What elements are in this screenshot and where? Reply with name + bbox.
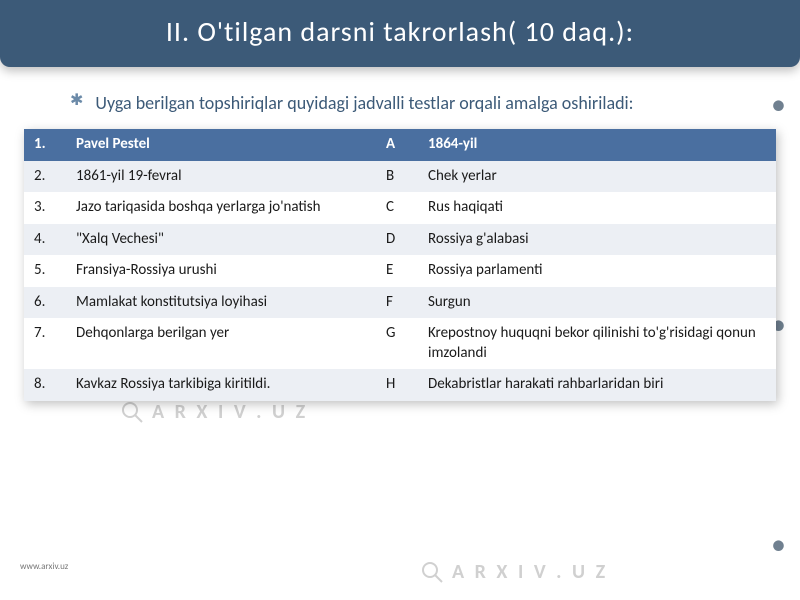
cell-letter: B [376,161,418,193]
table-row: 7.Dehqonlarga berilgan yerGKrepostnoy hu… [24,318,776,369]
cell-letter: E [376,255,418,287]
cell-letter: A [376,129,418,161]
cell-number: 3. [24,192,66,224]
table-row: 4."Xalq Vechesi"DRossiya g'alabasi [24,224,776,256]
cell-letter: C [376,192,418,224]
table-row: 2.1861-yil 19-fevralBChek yerlar [24,161,776,193]
slide-container: A R X I V . U Z A R X I V . U Z A R X I … [0,0,800,600]
decorative-dot: • [771,530,786,560]
intro-text: Uyga berilgan topshiriqlar quyidagi jadv… [95,91,730,115]
cell-number: 8. [24,369,66,401]
cell-letter: G [376,318,418,369]
table-row: 1.Pavel PestelA1864-yil [24,129,776,161]
cell-number: 6. [24,287,66,319]
intro-block: ✱ Uyga berilgan topshiriqlar quyidagi ja… [0,67,800,125]
cell-letter: H [376,369,418,401]
magnifier-icon [120,400,144,424]
table-row: 8.Kavkaz Rossiya tarkibiga kiritildi.HDe… [24,369,776,401]
cell-number: 1. [24,129,66,161]
cell-right: Rus haqiqati [418,192,776,224]
cell-right: Surgun [418,287,776,319]
cell-left: Jazo tariqasida boshqa yerlarga jo'natis… [66,192,376,224]
cell-left: Mamlakat konstitutsiya loyihasi [66,287,376,319]
table-row: 3.Jazo tariqasida boshqa yerlarga jo'nat… [24,192,776,224]
cell-letter: F [376,287,418,319]
bullet-icon: ✱ [70,93,83,109]
cell-left: Dehqonlarga berilgan yer [66,318,376,369]
slide-header: II. O'tilgan darsni takrorlash( 10 daq.)… [0,0,800,67]
magnifier-icon [420,560,444,584]
cell-right: 1864-yil [418,129,776,161]
cell-right: Chek yerlar [418,161,776,193]
cell-right: Dekabristlar harakati rahbarlaridan biri [418,369,776,401]
cell-left: Kavkaz Rossiya tarkibiga kiritildi. [66,369,376,401]
table-row: 5.Fransiya-Rossiya urushiERossiya parlam… [24,255,776,287]
table-row: 6.Mamlakat konstitutsiya loyihasiFSurgun [24,287,776,319]
cell-right: Rossiya parlamenti [418,255,776,287]
slide-title: II. O'tilgan darsni takrorlash( 10 daq.)… [20,14,780,49]
footer-url: www.arxiv.uz [20,561,68,572]
watermark: A R X I V . U Z [420,560,608,584]
watermark-text: A R X I V . U Z [452,560,608,584]
watermark-text: A R X I V . U Z [152,400,308,424]
cell-number: 7. [24,318,66,369]
cell-number: 4. [24,224,66,256]
cell-number: 5. [24,255,66,287]
cell-right: Rossiya g'alabasi [418,224,776,256]
cell-left: Pavel Pestel [66,129,376,161]
cell-right: Krepostnoy huquqni bekor qilinishi to'g'… [418,318,776,369]
cell-left: Fransiya-Rossiya urushi [66,255,376,287]
matching-table: 1.Pavel PestelA1864-yil2.1861-yil 19-fev… [24,129,776,401]
cell-letter: D [376,224,418,256]
table-container: 1.Pavel PestelA1864-yil2.1861-yil 19-fev… [0,125,800,401]
cell-number: 2. [24,161,66,193]
watermark: A R X I V . U Z [120,400,308,424]
cell-left: "Xalq Vechesi" [66,224,376,256]
cell-left: 1861-yil 19-fevral [66,161,376,193]
